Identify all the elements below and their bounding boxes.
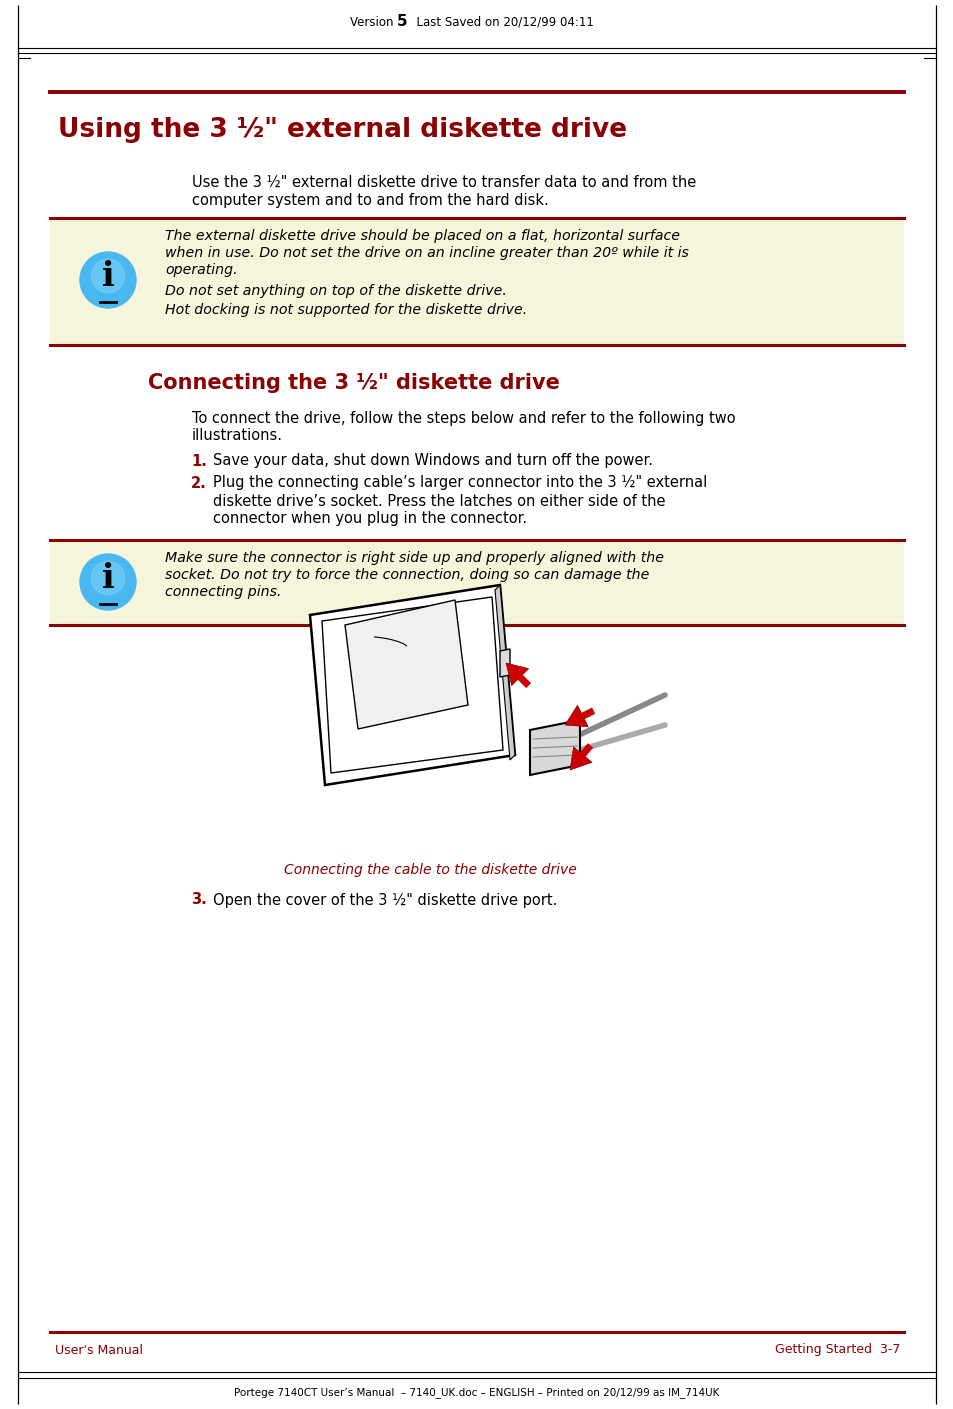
Polygon shape xyxy=(530,720,579,775)
Text: User's Manual: User's Manual xyxy=(55,1344,143,1357)
Text: 1.: 1. xyxy=(191,454,207,469)
Text: connecting pins.: connecting pins. xyxy=(165,585,281,599)
FancyBboxPatch shape xyxy=(50,218,903,345)
Text: Open the cover of the 3 ½" diskette drive port.: Open the cover of the 3 ½" diskette driv… xyxy=(213,892,557,907)
Text: i: i xyxy=(102,562,114,596)
Text: connector when you plug in the connector.: connector when you plug in the connector… xyxy=(213,511,527,527)
Circle shape xyxy=(80,252,136,309)
Polygon shape xyxy=(499,650,510,676)
Text: To connect the drive, follow the steps below and refer to the following two: To connect the drive, follow the steps b… xyxy=(192,410,735,426)
Polygon shape xyxy=(564,706,588,727)
Text: when in use. Do not set the drive on an incline greater than 20º while it is: when in use. Do not set the drive on an … xyxy=(165,247,688,261)
Polygon shape xyxy=(345,600,468,728)
Text: Connecting the cable to the diskette drive: Connecting the cable to the diskette dri… xyxy=(283,862,576,876)
Circle shape xyxy=(91,561,125,595)
Text: Do not set anything on top of the diskette drive.: Do not set anything on top of the disket… xyxy=(165,285,506,297)
Text: computer system and to and from the hard disk.: computer system and to and from the hard… xyxy=(192,193,548,207)
Text: Getting Started  3-7: Getting Started 3-7 xyxy=(774,1344,899,1357)
Text: Make sure the connector is right side up and properly aligned with the: Make sure the connector is right side up… xyxy=(165,551,663,565)
Text: Version: Version xyxy=(350,15,400,28)
Text: 3.: 3. xyxy=(191,892,207,907)
Circle shape xyxy=(80,554,136,610)
Text: Use the 3 ½" external diskette drive to transfer data to and from the: Use the 3 ½" external diskette drive to … xyxy=(192,175,696,189)
Text: Save your data, shut down Windows and turn off the power.: Save your data, shut down Windows and tu… xyxy=(213,454,652,469)
Text: illustrations.: illustrations. xyxy=(192,428,283,444)
FancyBboxPatch shape xyxy=(50,540,903,626)
Text: Hot docking is not supported for the diskette drive.: Hot docking is not supported for the dis… xyxy=(165,303,527,317)
Polygon shape xyxy=(495,585,515,759)
Text: The external diskette drive should be placed on a flat, horizontal surface: The external diskette drive should be pl… xyxy=(165,230,679,242)
Text: socket. Do not try to force the connection, doing so can damage the: socket. Do not try to force the connecti… xyxy=(165,568,649,582)
Text: Connecting the 3 ½" diskette drive: Connecting the 3 ½" diskette drive xyxy=(148,373,559,393)
Text: Last Saved on 20/12/99 04:11: Last Saved on 20/12/99 04:11 xyxy=(409,15,594,28)
Polygon shape xyxy=(310,585,515,785)
Text: 2.: 2. xyxy=(191,475,207,490)
Text: Portege 7140CT User’s Manual  – 7140_UK.doc – ENGLISH – Printed on 20/12/99 as I: Portege 7140CT User’s Manual – 7140_UK.d… xyxy=(234,1388,719,1399)
Text: 5: 5 xyxy=(396,14,407,30)
Text: operating.: operating. xyxy=(165,263,237,278)
Polygon shape xyxy=(569,747,592,769)
Circle shape xyxy=(91,259,125,293)
Text: Using the 3 ½" external diskette drive: Using the 3 ½" external diskette drive xyxy=(58,117,626,142)
Text: diskette drive’s socket. Press the latches on either side of the: diskette drive’s socket. Press the latch… xyxy=(213,493,665,509)
Polygon shape xyxy=(505,664,528,686)
Text: Plug the connecting cable’s larger connector into the 3 ½" external: Plug the connecting cable’s larger conne… xyxy=(213,475,706,490)
Text: i: i xyxy=(102,261,114,293)
